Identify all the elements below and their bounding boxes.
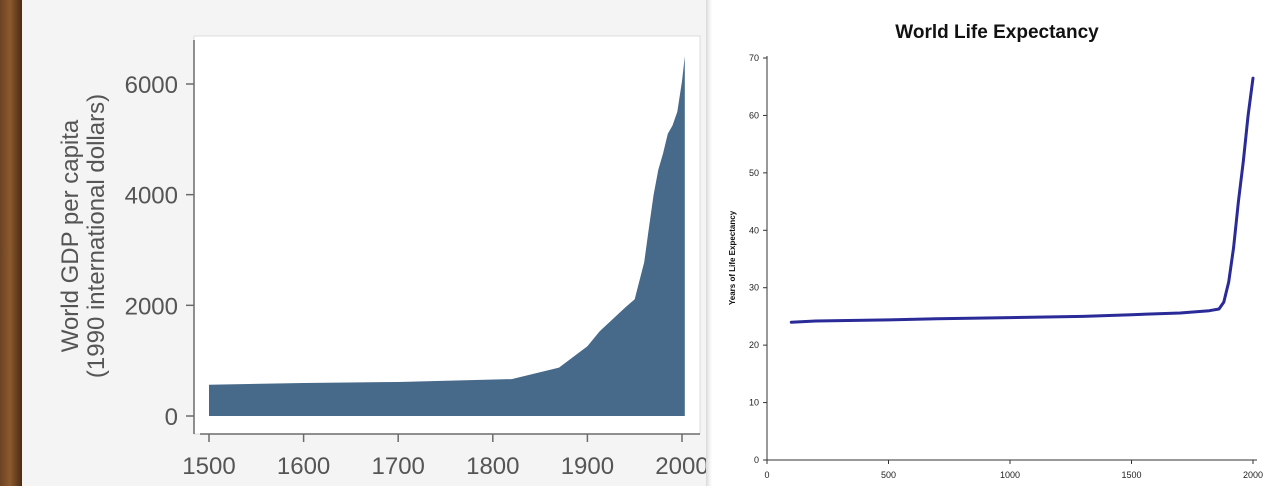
life-chart-title: World Life Expectancy <box>895 22 1099 43</box>
life-y-axis-label: Years of Life Expectancy <box>728 210 737 305</box>
gdp-x-tick-label: 2000 <box>655 453 706 480</box>
life-y-tick-label: 30 <box>749 283 759 293</box>
life-y-tick-label: 10 <box>749 398 759 408</box>
life-y-tick-label: 50 <box>749 168 759 178</box>
gdp-x-tick-label: 1600 <box>277 453 330 480</box>
gdp-area-series <box>209 56 685 417</box>
life-expectancy-line <box>789 76 1255 324</box>
gdp-chart-panel: 0 2000 4000 6000 1500 1600 1700 1800 1900 2000 Wo… <box>0 0 709 486</box>
panel-divider <box>706 0 712 486</box>
gdp-chart: 0 2000 4000 6000 1500 1600 1700 1800 1900 2000 Wo… <box>57 35 709 480</box>
gdp-y-axis-label-line2: (1990 international dollars) <box>83 94 110 378</box>
gdp-x-tick-label: 1800 <box>466 453 519 480</box>
life-y-tick-label: 40 <box>749 225 759 235</box>
life-x-tick-label: 1000 <box>1000 470 1020 480</box>
life-y-tick-label: 20 <box>749 340 759 350</box>
life-x-tick-label: 500 <box>881 470 896 480</box>
gdp-y-tick-label: 0 <box>165 404 178 431</box>
wood-frame-edge <box>0 0 22 486</box>
life-y-tick-label: 0 <box>754 455 759 465</box>
gdp-y-tick-label: 6000 <box>125 72 178 99</box>
gdp-x-tick-label: 1500 <box>182 453 235 480</box>
gdp-y-tick-label: 2000 <box>125 293 178 320</box>
gdp-y-axis-label-line1: World GDP per capita <box>57 119 84 352</box>
life-x-tick-label: 1500 <box>1121 470 1141 480</box>
gdp-y-tick-label: 4000 <box>125 183 178 210</box>
life-y-tick-label: 60 <box>749 110 759 120</box>
life-expectancy-chart: World Life Expectancy Years of Life Expe… <box>728 22 1263 480</box>
life-expectancy-chart-panel: World Life Expectancy Years of Life Expe… <box>712 0 1270 486</box>
gdp-x-tick-label: 1900 <box>561 453 614 480</box>
life-x-tick-label: 2000 <box>1243 470 1263 480</box>
life-x-tick-label: 0 <box>764 470 769 480</box>
gdp-x-tick-label: 1700 <box>372 453 425 480</box>
life-y-tick-label: 70 <box>749 53 759 63</box>
